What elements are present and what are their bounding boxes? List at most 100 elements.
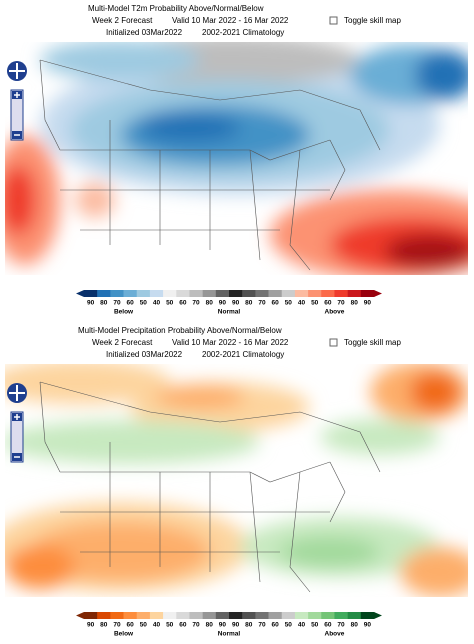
colorbar-tick: 80 xyxy=(206,300,214,307)
colorbar-swatch xyxy=(215,612,230,619)
colorbar-swatch xyxy=(123,612,138,619)
colorbar-tick: 70 xyxy=(192,300,200,307)
colorbar-tick: 50 xyxy=(311,300,319,307)
climatology: 2002-2021 Climatology xyxy=(202,350,284,359)
colorbar-tick: 60 xyxy=(324,300,332,307)
map[interactable] xyxy=(0,35,474,280)
colorbar-tick: 90 xyxy=(219,622,227,629)
checkbox[interactable] xyxy=(329,338,338,347)
colorbar-tick: 80 xyxy=(351,300,359,307)
toggle-label[interactable]: Toggle skill map xyxy=(344,338,401,347)
colorbar-tick: 40 xyxy=(298,622,306,629)
colorbar-swatch xyxy=(189,612,203,619)
checkbox[interactable] xyxy=(329,16,338,25)
panel-title: Multi-Model T2m Probability Above/Normal… xyxy=(88,4,264,13)
colorbar-tick: 80 xyxy=(100,622,108,629)
panel: Multi-Model Precipitation Probability Ab… xyxy=(0,326,474,638)
colorbar-tick: 50 xyxy=(285,622,293,629)
colorbar-tick: 70 xyxy=(192,622,200,629)
colorbar-label: Normal xyxy=(218,309,241,316)
colorbar-swatch xyxy=(308,612,322,619)
colorbar-tick: 90 xyxy=(232,300,240,307)
colorbar: 90 80 70 60 50 40 50 60 70 80 90 90 80 70 60 50 40 50 60 70… xyxy=(76,612,382,638)
colorbar-tick: 80 xyxy=(206,622,214,629)
colorbar-swatch xyxy=(294,290,309,297)
colorbar-tick: 50 xyxy=(311,622,319,629)
colorbar-label: Below xyxy=(114,631,134,638)
zoom-control[interactable] xyxy=(7,61,27,141)
colorbar-swatch xyxy=(334,612,348,619)
colorbar-swatch xyxy=(294,612,309,619)
colorbar-tick: 60 xyxy=(127,622,135,629)
colorbar-swatch xyxy=(84,290,98,297)
colorbar-swatch xyxy=(110,290,124,297)
initialized: Initialized 03Mar2022 xyxy=(106,28,183,37)
colorbar-swatch xyxy=(163,290,177,297)
colorbar-arrow xyxy=(374,612,382,619)
colorbar-swatch xyxy=(308,290,322,297)
colorbar-swatch xyxy=(242,612,256,619)
colorbar-tick: 80 xyxy=(351,622,359,629)
colorbar-swatch xyxy=(215,290,230,297)
colorbar-tick: 40 xyxy=(153,300,161,307)
zoom-control[interactable] xyxy=(7,383,27,463)
colorbar-swatch xyxy=(202,612,217,619)
colorbar-swatch xyxy=(281,290,296,297)
colorbar-swatch xyxy=(360,290,375,297)
colorbar-swatch xyxy=(97,612,111,619)
colorbar-arrow xyxy=(374,290,382,297)
colorbar-tick: 50 xyxy=(166,622,174,629)
colorbar-swatch xyxy=(268,612,283,619)
colorbar-swatch xyxy=(149,290,164,297)
colorbar-swatch xyxy=(163,612,177,619)
panel: Multi-Model T2m Probability Above/Normal… xyxy=(0,4,474,316)
colorbar-tick: 70 xyxy=(337,622,345,629)
colorbar-swatch xyxy=(229,290,243,297)
colorbar-arrow xyxy=(76,612,84,619)
map[interactable] xyxy=(0,360,474,597)
colorbar-tick: 90 xyxy=(364,300,372,307)
colorbar-tick: 40 xyxy=(298,300,306,307)
colorbar-tick: 60 xyxy=(324,622,332,629)
colorbar-swatch xyxy=(176,290,190,297)
colorbar: 90 80 70 60 50 40 50 60 70 80 90 90 80 70 60 50 40 50 60 70… xyxy=(76,290,382,316)
colorbar-tick: 90 xyxy=(364,622,372,629)
colorbar-swatch xyxy=(334,290,348,297)
colorbar-tick: 90 xyxy=(219,300,227,307)
colorbar-swatch xyxy=(229,612,243,619)
forecast: Week 2 Forecast xyxy=(92,16,153,25)
colorbar-tick: 80 xyxy=(245,622,253,629)
colorbar-tick: 60 xyxy=(179,300,187,307)
colorbar-swatch xyxy=(347,290,362,297)
colorbar-label: Normal xyxy=(218,631,241,638)
colorbar-tick: 40 xyxy=(153,622,161,629)
colorbar-tick: 60 xyxy=(179,622,187,629)
colorbar-tick: 50 xyxy=(166,300,174,307)
colorbar-swatch xyxy=(281,612,296,619)
colorbar-label: Below xyxy=(114,309,134,316)
colorbar-swatch xyxy=(136,612,151,619)
colorbar-tick: 60 xyxy=(272,300,280,307)
colorbar-swatch xyxy=(242,290,256,297)
forecast: Week 2 Forecast xyxy=(92,338,153,347)
colorbar-tick: 70 xyxy=(337,300,345,307)
colorbar-tick: 90 xyxy=(87,300,95,307)
colorbar-label: Above xyxy=(325,309,345,316)
valid: Valid 10 Mar 2022 - 16 Mar 2022 xyxy=(172,16,289,25)
colorbar-swatch xyxy=(321,290,335,297)
panel-title: Multi-Model Precipitation Probability Ab… xyxy=(78,326,282,335)
colorbar-tick: 50 xyxy=(285,300,293,307)
colorbar-tick: 80 xyxy=(245,300,253,307)
colorbar-tick: 80 xyxy=(100,300,108,307)
toggle-label[interactable]: Toggle skill map xyxy=(344,16,401,25)
colorbar-tick: 70 xyxy=(113,622,121,629)
colorbar-tick: 60 xyxy=(127,300,135,307)
colorbar-swatch xyxy=(255,612,269,619)
colorbar-swatch xyxy=(268,290,283,297)
valid: Valid 10 Mar 2022 - 16 Mar 2022 xyxy=(172,338,289,347)
colorbar-swatch xyxy=(255,290,269,297)
colorbar-tick: 70 xyxy=(258,622,266,629)
colorbar-tick: 90 xyxy=(232,622,240,629)
colorbar-swatch xyxy=(84,612,98,619)
